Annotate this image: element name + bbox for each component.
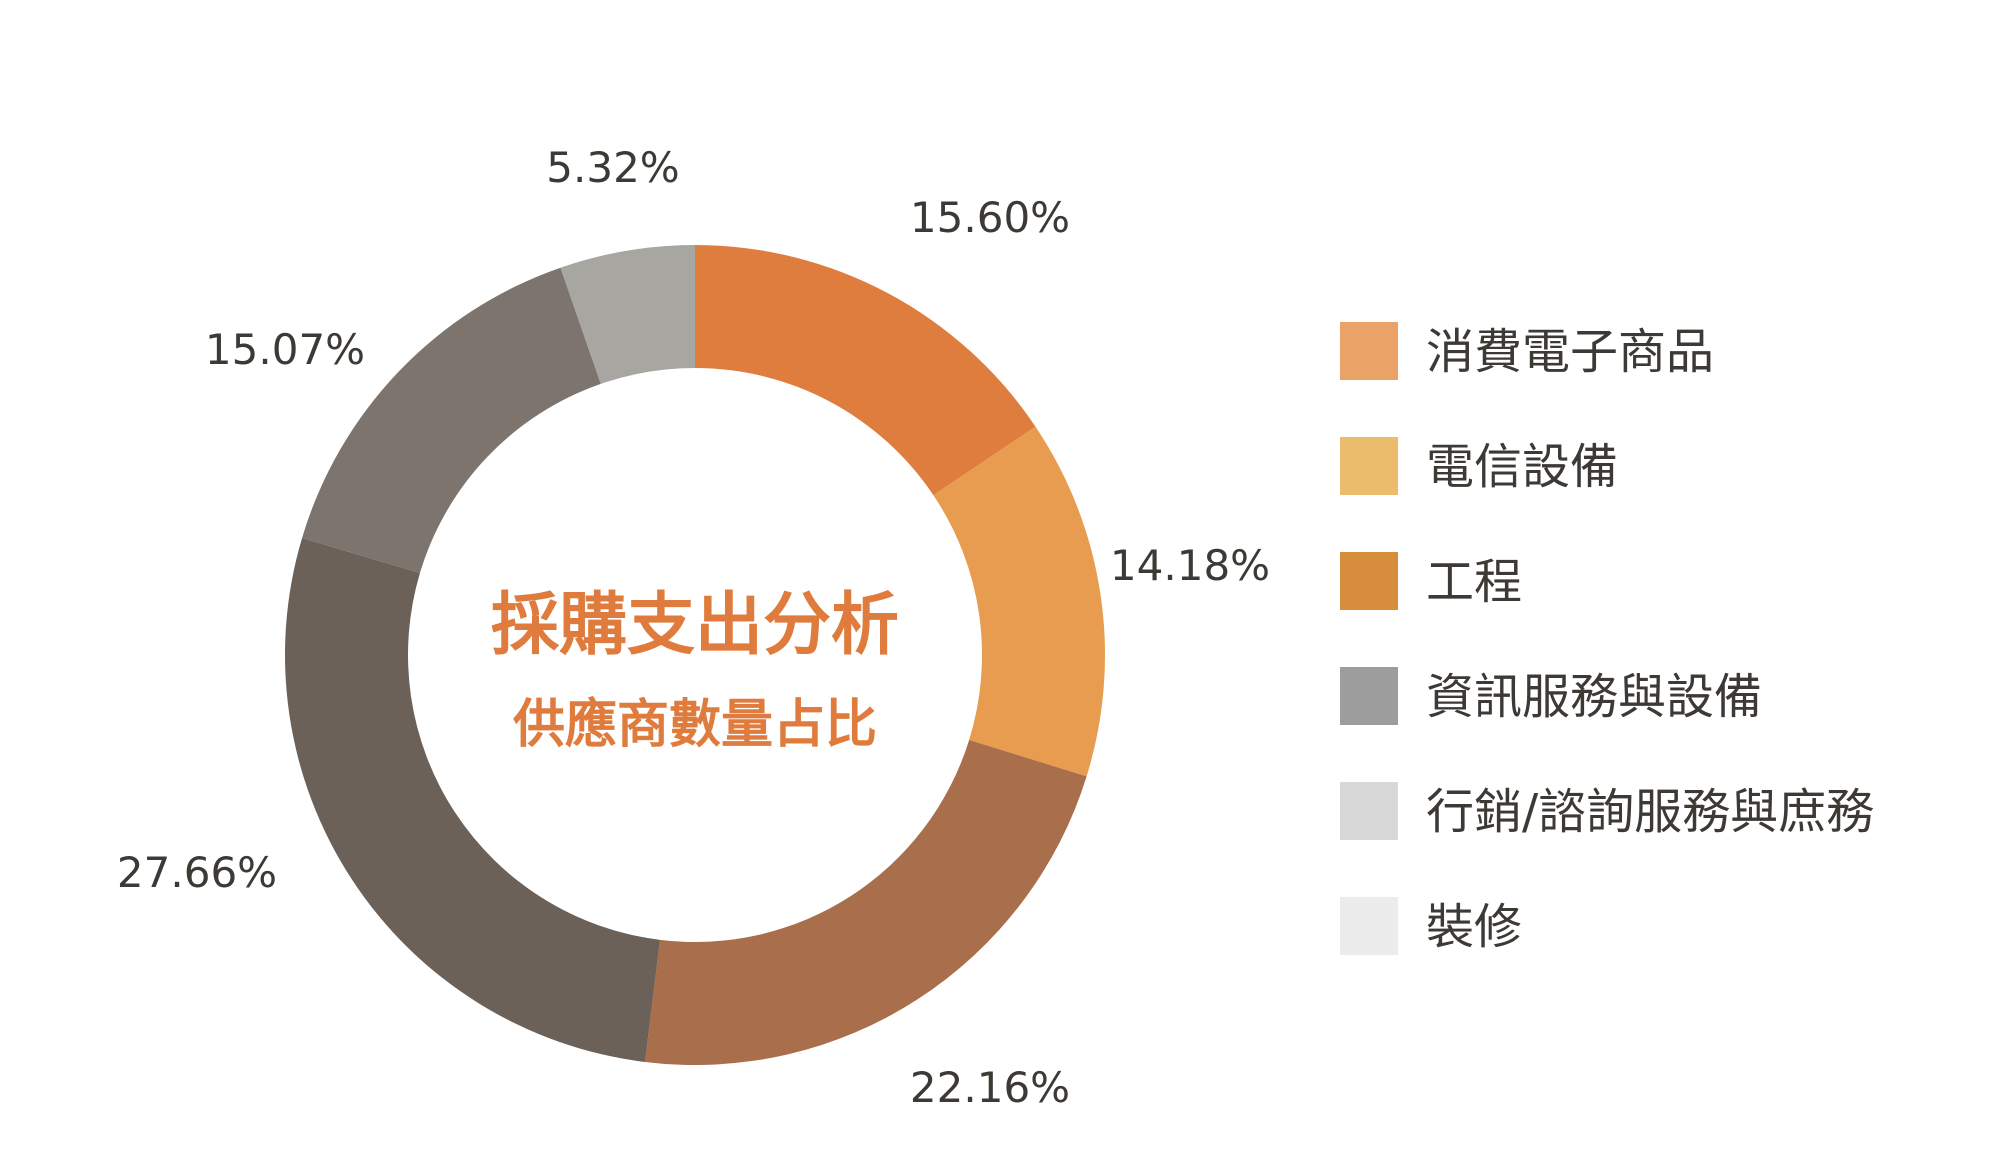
donut-slice	[933, 426, 1105, 777]
legend-item: 工程	[1340, 552, 1522, 610]
legend-label: 資訊服務與設備	[1426, 669, 1762, 725]
donut-slices	[285, 245, 1105, 1065]
legend-label: 消費電子商品	[1426, 324, 1714, 380]
legend-item: 資訊服務與設備	[1340, 667, 1762, 725]
legend-label: 裝修	[1426, 899, 1522, 955]
legend-item: 消費電子商品	[1340, 322, 1714, 380]
slice-percent-label: 15.60%	[910, 193, 1070, 242]
chart-subtitle: 供應商數量占比	[513, 695, 877, 755]
donut-slice	[560, 245, 695, 384]
center-text: 採購支出分析 供應商數量占比	[491, 586, 899, 755]
legend-item: 電信設備	[1340, 437, 1618, 495]
legend-swatch	[1340, 667, 1398, 725]
slice-percent-label: 15.07%	[205, 325, 365, 374]
slice-percent-label: 22.16%	[910, 1063, 1070, 1112]
legend-swatch	[1340, 782, 1398, 840]
legend-item: 裝修	[1340, 897, 1522, 955]
slice-percent-label: 27.66%	[117, 848, 277, 897]
donut-slice	[285, 537, 661, 1062]
slice-percent-label: 14.18%	[1110, 541, 1270, 590]
donut-slice	[695, 245, 1036, 496]
legend-swatch	[1340, 437, 1398, 495]
slice-labels: 15.60% 14.18% 22.16% 27.66% 15.07% 5.32%	[117, 143, 1270, 1112]
legend-label: 行銷/諮詢服務與庶務	[1426, 784, 1874, 840]
legend-label: 電信設備	[1426, 439, 1618, 495]
legend-swatch	[1340, 322, 1398, 380]
slice-percent-label: 5.32%	[546, 143, 679, 192]
donut-slice	[645, 739, 1087, 1065]
legend-swatch	[1340, 897, 1398, 955]
legend-swatch	[1340, 552, 1398, 610]
donut-slice	[302, 267, 601, 574]
legend-item: 行銷/諮詢服務與庶務	[1340, 782, 1874, 840]
chart-title: 採購支出分析	[491, 586, 899, 665]
legend-label: 工程	[1426, 554, 1522, 610]
